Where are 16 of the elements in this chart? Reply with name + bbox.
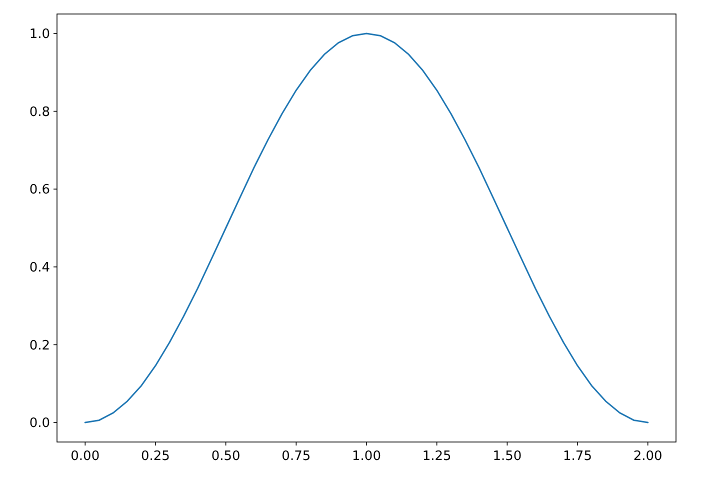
x-tick-label: 0.75 (282, 449, 311, 464)
y-tick-label: 0.6 (29, 182, 50, 198)
x-tick-label: 1.50 (492, 449, 522, 464)
x-tick-label: 2.00 (633, 449, 662, 464)
y-tick-label: 1.0 (29, 27, 50, 42)
x-tick-label: 0.00 (70, 449, 100, 464)
y-tick-label: 0.4 (29, 260, 50, 276)
y-tick-label: 0.0 (29, 416, 50, 432)
y-tick-label: 0.2 (29, 338, 50, 354)
x-tick-label: 0.25 (141, 449, 170, 464)
x-tick-label: 1.00 (352, 449, 381, 464)
x-tick-label: 0.50 (211, 449, 240, 464)
x-tick-label: 1.75 (563, 449, 592, 464)
x-tick-label: 1.25 (422, 449, 452, 464)
line-series (84, 32, 649, 424)
y-tick-label: 0.8 (29, 104, 50, 120)
